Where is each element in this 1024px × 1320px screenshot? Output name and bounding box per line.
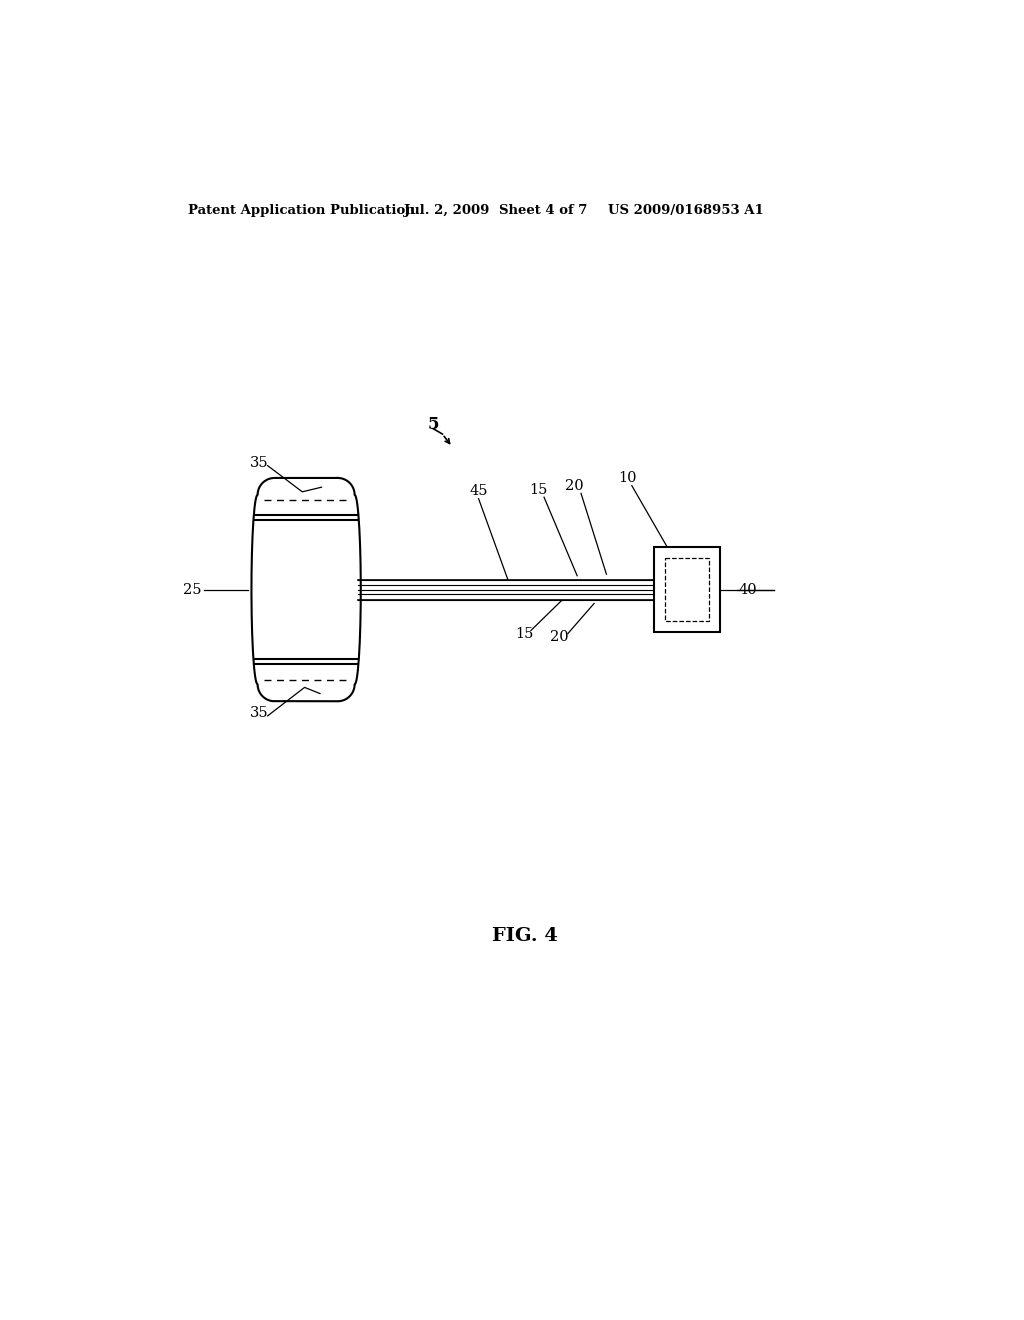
Text: 45: 45 bbox=[469, 484, 487, 498]
Text: Jul. 2, 2009: Jul. 2, 2009 bbox=[403, 205, 489, 218]
Text: 15: 15 bbox=[529, 483, 548, 496]
Text: 35: 35 bbox=[250, 455, 268, 470]
Text: 10: 10 bbox=[617, 471, 637, 484]
Bar bbox=[654, 548, 720, 632]
Text: Sheet 4 of 7: Sheet 4 of 7 bbox=[499, 205, 587, 218]
Bar bbox=[665, 558, 709, 622]
Text: US 2009/0168953 A1: US 2009/0168953 A1 bbox=[608, 205, 764, 218]
Text: 15: 15 bbox=[516, 627, 534, 642]
Text: 35: 35 bbox=[250, 706, 268, 719]
Text: FIG. 4: FIG. 4 bbox=[492, 927, 558, 945]
Text: Patent Application Publication: Patent Application Publication bbox=[188, 205, 415, 218]
Text: 5: 5 bbox=[427, 416, 439, 433]
Text: 25: 25 bbox=[183, 582, 202, 597]
Text: 20: 20 bbox=[550, 631, 568, 644]
Text: 40: 40 bbox=[739, 582, 758, 597]
Text: 20: 20 bbox=[565, 479, 584, 492]
